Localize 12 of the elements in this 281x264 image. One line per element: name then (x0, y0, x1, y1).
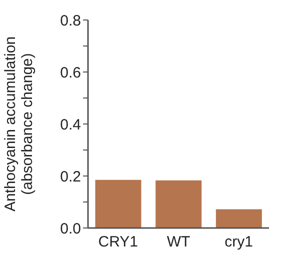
y-tick-label: 0.8 (60, 12, 81, 30)
text: 0.0 (60, 220, 81, 238)
y-tick-label: 0.6 (60, 64, 81, 82)
bar (156, 180, 202, 228)
x-tick-label: CRY1 (98, 234, 138, 251)
y-axis-title: Anthocyanin accumulation (absorbance change) (2, 36, 36, 212)
y-tick-label: 0.4 (60, 116, 81, 134)
y-tick-label: 0.2 (60, 168, 81, 186)
bar (95, 180, 142, 228)
x-tick-label: WT (166, 234, 190, 251)
bar (216, 209, 262, 228)
x-tick-label: cry1 (224, 234, 254, 251)
